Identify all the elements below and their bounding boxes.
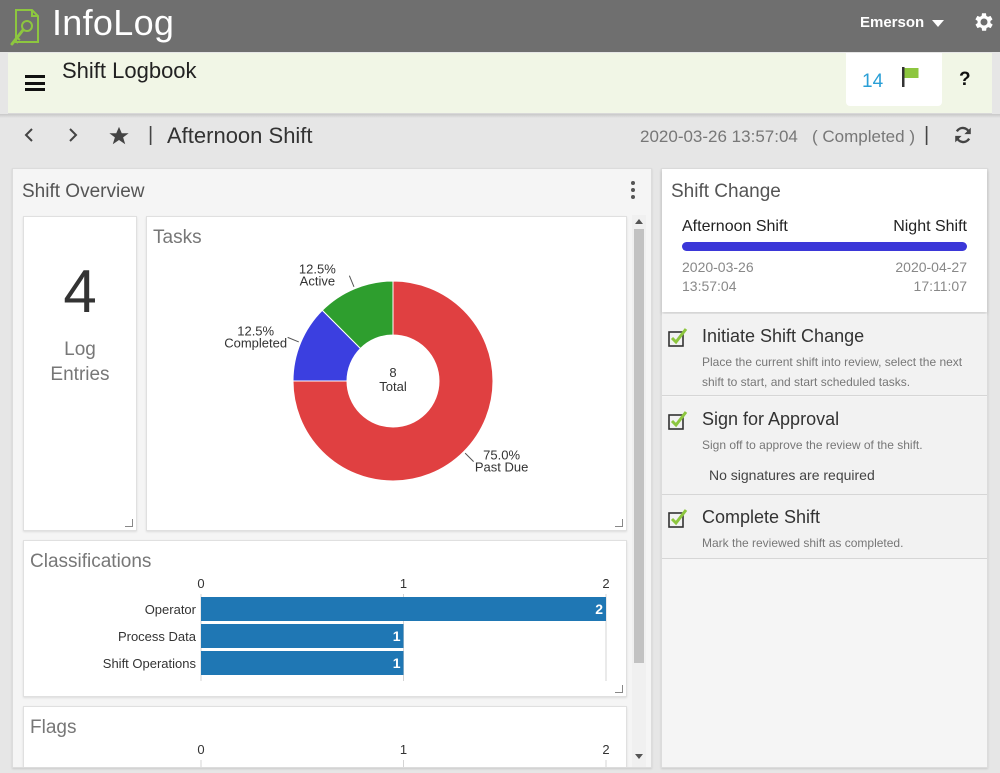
app-title: InfoLog (52, 2, 175, 43)
infolog-logo-icon (10, 9, 39, 46)
from-shift-time: 13:57:04 (682, 278, 737, 294)
to-shift-time: 17:11:07 (913, 278, 967, 294)
more-options-icon[interactable] (630, 181, 636, 201)
shift-status: ( Completed ) (812, 127, 915, 146)
bar[interactable] (201, 624, 404, 648)
card-title: Flags (30, 717, 77, 738)
logbook-title: Shift Logbook (62, 58, 197, 83)
step-title: Sign for Approval (702, 409, 840, 429)
step-title: Initiate Shift Change (702, 326, 865, 346)
pie-label-leader (287, 336, 299, 343)
resize-handle-icon[interactable] (615, 685, 623, 693)
resize-handle-icon[interactable] (125, 519, 133, 527)
step-description: Sign off to approve the review of the sh… (702, 438, 923, 452)
help-button[interactable]: ? (959, 69, 971, 90)
tasks-card: Tasks 75.0% Past Due 12.5% Completed 12.5% Ac… (146, 216, 627, 531)
classifications-card: Classifications 0 1 2 Operator 2 Process Data… (23, 540, 627, 697)
log-entries-card[interactable]: 4 Log Entries (23, 216, 137, 531)
separator: | (148, 124, 154, 146)
pie-label-percent: 12.5% (237, 323, 274, 338)
donut-center-value: 8 (389, 365, 396, 380)
from-shift-name: Afternoon Shift (682, 218, 788, 235)
scroll-down-icon[interactable] (635, 754, 643, 759)
scroll-thumb[interactable] (634, 229, 644, 663)
gear-icon[interactable] (972, 10, 996, 34)
scroll-up-icon[interactable] (635, 219, 643, 224)
step-sign-for-approval[interactable]: Sign for Approval Sign off to approve th… (662, 397, 987, 495)
panel-title: Shift Change (671, 181, 781, 202)
flag-icon (902, 67, 919, 87)
bar[interactable] (201, 651, 404, 675)
log-entries-count: 4 (63, 258, 97, 325)
log-entries-label: Log Entries (50, 339, 110, 385)
resize-handle-icon[interactable] (615, 519, 623, 527)
from-shift-date: 2020-03-26 (682, 259, 754, 275)
step-initiate-shift-change[interactable]: Initiate Shift Change Place the current … (662, 314, 987, 396)
bar-value-label: 2 (595, 601, 603, 617)
checkbox-checked-icon (668, 509, 688, 528)
flags-card: Flags 0 1 2 (23, 706, 627, 767)
app-bar: InfoLog Emerson (0, 0, 1000, 52)
logbook-header: Shift Logbook 14 ? (8, 53, 992, 114)
pie-label-leader (348, 275, 355, 287)
to-shift-date: 2020-04-27 (895, 259, 967, 275)
user-name: Emerson (860, 14, 925, 31)
card-title: Tasks (153, 227, 202, 248)
bar-value-label: 1 (393, 628, 401, 644)
panel-title: Shift Overview (22, 181, 145, 202)
star-icon[interactable] (108, 125, 130, 147)
card-title: Classifications (30, 551, 152, 572)
axis-tick-label: 1 (400, 576, 407, 591)
separator: | (924, 124, 930, 146)
axis-tick-label: 0 (197, 742, 204, 757)
bar-category-label: Shift Operations (103, 656, 197, 671)
donut-center-label: Total (379, 379, 407, 394)
tasks-donut-chart: 75.0%Past Due12.5%Completed12.5%Active8T… (224, 262, 528, 482)
bar[interactable] (201, 597, 606, 621)
pie-label-percent: 75.0% (483, 448, 520, 463)
step-complete-shift[interactable]: Complete Shift Mark the reviewed shift a… (662, 495, 987, 559)
classifications-bar-chart: 0 1 2 Operator 2 Process Data 1 Shift Operation… (103, 576, 610, 681)
flag-count: 14 (862, 71, 884, 92)
axis-tick-label: 0 (197, 576, 204, 591)
bar-value-label: 1 (393, 655, 401, 671)
pie-slice-past-due[interactable] (292, 280, 494, 482)
pie-label-name: Active (300, 274, 335, 289)
chevron-right-icon[interactable] (66, 127, 80, 143)
shift-nav-bar: | Afternoon Shift 2020-03-26 13:57:04 ( … (0, 114, 1000, 158)
shift-progress-bar (682, 242, 967, 251)
flags-bar-chart: 0 1 2 (197, 742, 610, 767)
chevron-left-icon[interactable] (22, 127, 36, 143)
step-title: Complete Shift (702, 507, 821, 527)
pie-label-name: Past Due (475, 460, 528, 475)
shift-change-summary: Shift Change Afternoon Shift Night Shift… (662, 169, 987, 312)
step-description: Place the current shift into review, sel… (702, 355, 963, 389)
scrollbar[interactable] (632, 215, 646, 767)
to-shift-name: Night Shift (893, 218, 967, 235)
axis-tick-label: 2 (602, 576, 609, 591)
shift-overview-panel: Shift Overview 4 Log Entries Tasks 75.0%… (12, 168, 652, 768)
pie-slice-active[interactable] (321, 280, 394, 350)
step-description: Mark the reviewed shift as completed. (702, 536, 904, 550)
chevron-down-icon (932, 20, 945, 27)
pie-label-name: Completed (224, 335, 287, 350)
shift-change-panel: Shift Change Afternoon Shift Night Shift… (661, 168, 988, 768)
shift-timestamp: 2020-03-26 13:57:04 (640, 127, 798, 146)
user-menu[interactable]: Emerson (860, 14, 945, 31)
hamburger-icon[interactable] (25, 75, 45, 91)
axis-tick-label: 2 (602, 742, 609, 757)
refresh-icon[interactable] (952, 124, 974, 146)
shift-name: Afternoon Shift (167, 123, 313, 148)
pie-label-leader (464, 452, 474, 462)
axis-tick-label: 1 (400, 742, 407, 757)
bar-category-label: Operator (145, 602, 197, 617)
checkbox-checked-icon (668, 328, 688, 347)
flags-button[interactable]: 14 (846, 53, 942, 106)
pie-label-percent: 12.5% (299, 262, 336, 277)
checkbox-checked-icon (668, 411, 688, 430)
signatures-note: No signatures are required (709, 467, 875, 483)
bar-category-label: Process Data (118, 629, 197, 644)
